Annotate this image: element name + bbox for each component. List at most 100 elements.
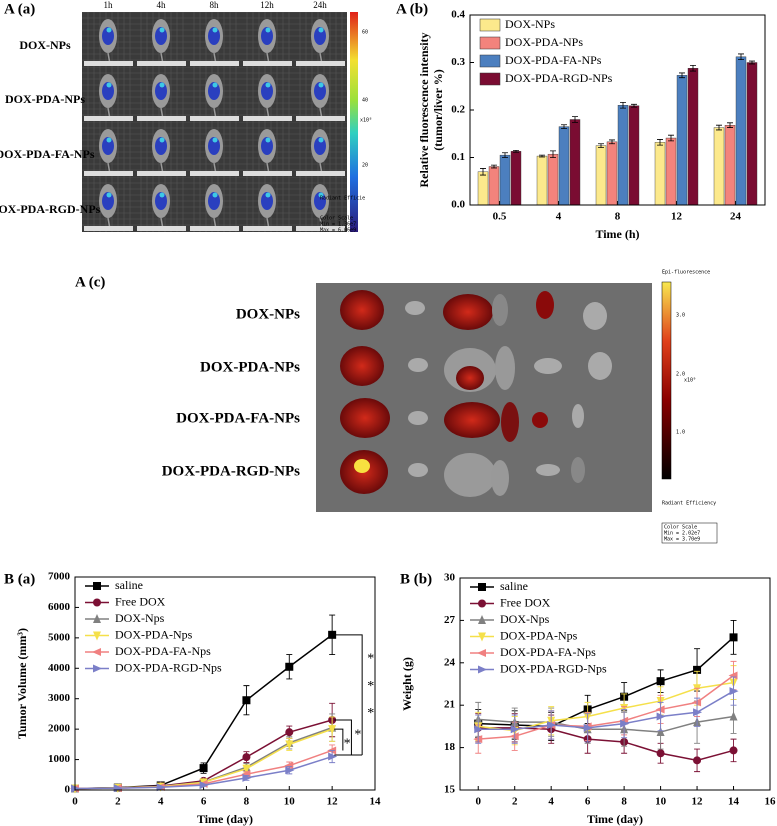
marker bbox=[474, 725, 484, 734]
colorbar-tick: 3.0 bbox=[676, 313, 685, 319]
y-tick-label: 0.0 bbox=[451, 199, 465, 211]
column-label: 1h bbox=[104, 0, 114, 10]
legend-label: DOX-PDA-Nps bbox=[500, 628, 578, 642]
legend-label: DOX-Nps bbox=[115, 611, 165, 625]
error-bar bbox=[513, 149, 519, 153]
marker bbox=[510, 725, 520, 734]
legend-marker bbox=[478, 632, 486, 642]
y-tick-label: 18 bbox=[444, 741, 456, 753]
series-line bbox=[478, 674, 734, 740]
legend-marker bbox=[478, 615, 486, 624]
colorbar-text: Color Scale bbox=[320, 216, 353, 222]
y-tick-label: 4000 bbox=[48, 662, 71, 674]
legend-swatch bbox=[479, 18, 501, 32]
colorbar-text: Max = 6.06e9 bbox=[320, 228, 356, 234]
annotation: * bbox=[367, 651, 374, 666]
legend-label: DOX-Nps bbox=[500, 612, 550, 626]
x-tick-label: 16 bbox=[765, 796, 777, 808]
error-bar bbox=[550, 150, 556, 158]
chart-title: B (a) bbox=[4, 571, 35, 587]
colorbar bbox=[661, 281, 672, 480]
colorbar-tick: 2.0 bbox=[676, 372, 685, 378]
legend-swatch bbox=[479, 36, 501, 50]
colorbar-tick: 1.0 bbox=[676, 430, 685, 436]
colorbar-text: Max = 3.70e9 bbox=[664, 537, 700, 543]
y-tick-label: 1000 bbox=[48, 753, 71, 765]
marker bbox=[693, 708, 703, 717]
error-bar bbox=[657, 139, 663, 146]
bar bbox=[547, 153, 559, 206]
error-bar bbox=[668, 134, 674, 142]
y-tick-label: 21 bbox=[444, 699, 455, 711]
error-bar bbox=[679, 72, 685, 79]
x-tick-label: 12 bbox=[692, 796, 704, 808]
colorbar-tick: 60 bbox=[362, 30, 368, 36]
y-axis-label: Weight (g) bbox=[400, 657, 414, 711]
y-tick-label: 6000 bbox=[48, 601, 71, 613]
error-bar bbox=[572, 116, 578, 123]
row-label: DOX-PDA-NPs bbox=[5, 92, 85, 106]
legend-label: DOX-PDA-FA-Nps bbox=[115, 644, 211, 658]
column-label: 4h bbox=[157, 0, 167, 10]
marker bbox=[692, 698, 702, 707]
row-label: DOX-PDA-NPs bbox=[200, 359, 300, 375]
x-tick-label: 0.5 bbox=[493, 211, 507, 223]
x-tick-label: 6 bbox=[585, 796, 591, 808]
bar bbox=[569, 119, 581, 206]
x-tick-label: 10 bbox=[655, 796, 667, 808]
annotation: * bbox=[367, 706, 374, 721]
colorbar-text: Radiant Efficie bbox=[320, 196, 365, 202]
row-label: DOX-PDA-FA-NPs bbox=[0, 147, 95, 161]
significance-bracket bbox=[334, 634, 363, 756]
bar bbox=[488, 166, 500, 206]
organ-image bbox=[316, 283, 652, 512]
legend-swatch bbox=[479, 54, 501, 68]
chart-title: B (b) bbox=[400, 571, 432, 587]
bar bbox=[595, 145, 607, 206]
legend-marker bbox=[478, 599, 486, 608]
legend-marker bbox=[93, 614, 101, 623]
y-tick-label: 5000 bbox=[48, 631, 71, 643]
annotation: * bbox=[367, 679, 374, 694]
legend-label: DOX-PDA-RGD-Nps bbox=[115, 660, 222, 674]
legend-label: Free DOX bbox=[115, 594, 166, 608]
x-tick-label: 14 bbox=[370, 796, 382, 808]
y-tick-label: 15 bbox=[444, 784, 456, 796]
legend-label: Free DOX bbox=[500, 595, 551, 609]
mouse-image-grid bbox=[82, 12, 347, 232]
x-tick-label: 0 bbox=[72, 796, 78, 808]
legend-label: DOX-NPs bbox=[505, 17, 555, 31]
column-label: 12h bbox=[260, 0, 274, 10]
marker bbox=[199, 764, 208, 773]
series-line bbox=[478, 727, 734, 762]
bar bbox=[499, 154, 511, 206]
marker bbox=[693, 756, 702, 765]
legend-label: DOX-PDA-RGD-Nps bbox=[500, 661, 607, 675]
marker bbox=[285, 728, 294, 737]
bar bbox=[665, 137, 677, 206]
row-label: DOX-PDA-FA-NPs bbox=[176, 410, 300, 426]
panel-title: A (a) bbox=[4, 1, 35, 17]
column-label: 8h bbox=[210, 0, 220, 10]
marker bbox=[547, 720, 557, 729]
y-tick-label: 0 bbox=[65, 784, 71, 796]
row-label: DOX-PDA-RGD-NPs bbox=[0, 202, 101, 216]
legend-marker bbox=[92, 648, 101, 656]
marker bbox=[656, 712, 666, 721]
error-bar bbox=[738, 53, 744, 61]
marker bbox=[328, 752, 338, 761]
colorbar bbox=[350, 12, 358, 232]
marker bbox=[328, 630, 337, 639]
y-tick-label: 27 bbox=[444, 614, 456, 626]
marker bbox=[583, 723, 593, 732]
y-tick-label: 2000 bbox=[48, 723, 71, 735]
y-tick-label: 30 bbox=[444, 572, 456, 584]
x-tick-label: 12 bbox=[671, 211, 683, 223]
legend-label: saline bbox=[500, 579, 528, 593]
marker bbox=[728, 671, 738, 680]
marker bbox=[693, 665, 702, 674]
column-label: 24h bbox=[313, 0, 327, 10]
plot-frame bbox=[469, 14, 766, 206]
bar bbox=[510, 151, 522, 206]
